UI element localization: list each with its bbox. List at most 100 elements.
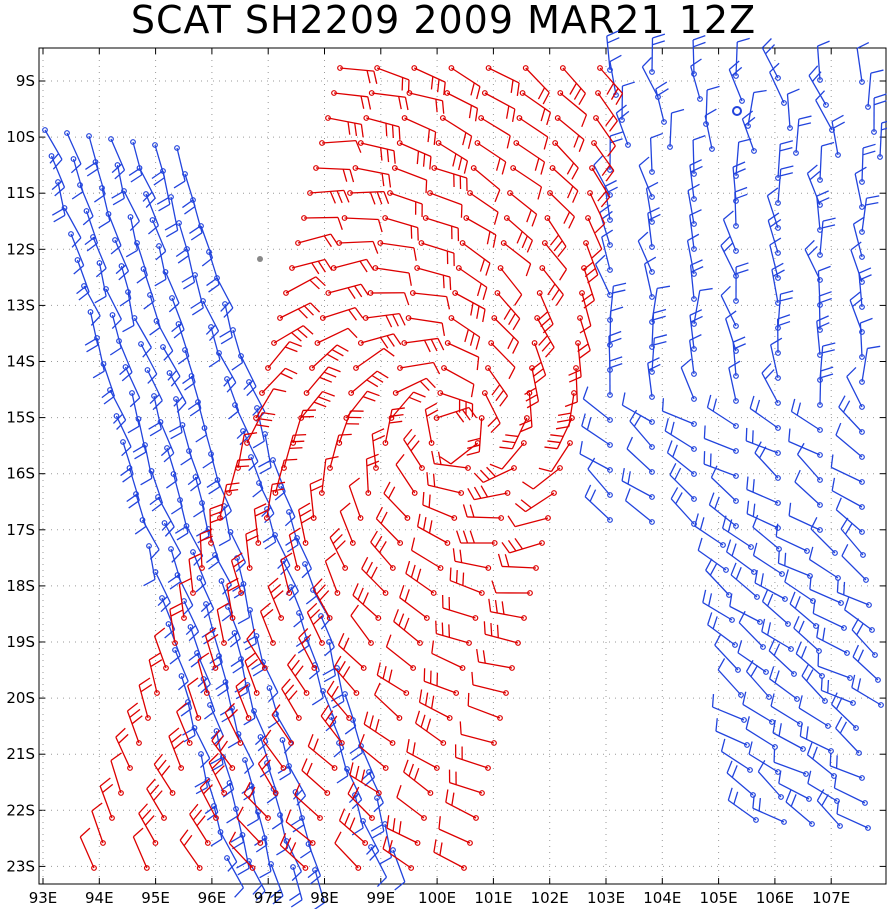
wind-barb [715,718,750,748]
wind-barb [497,553,539,571]
wind-barb [138,677,153,721]
wind-barb [263,481,286,521]
wind-barb [704,108,717,152]
wind-barb [619,81,636,123]
wind-barb [414,265,452,290]
wind-barb [481,90,516,123]
wind-barb [773,749,809,777]
wind-barb [519,390,533,433]
wind-barb [281,433,307,471]
wind-barb [325,283,369,299]
wind-barb [423,668,460,696]
wind-barb [439,440,481,465]
wind-barb [406,739,440,771]
wind-barb [667,108,685,150]
wind-barb [661,398,697,427]
wind-barb [403,428,425,471]
lon-label: 101E [474,889,512,907]
wind-barb [720,285,739,329]
wind-barb [710,465,739,504]
wind-barb [169,602,183,646]
wind-barb [836,579,872,608]
wind-barb [745,427,781,456]
wind-barb [138,803,159,846]
wind-barb [179,829,203,871]
wind-barb [798,695,831,729]
wind-barb [280,552,293,596]
wind-barb [597,65,624,106]
wind-barb [386,815,421,846]
wind-barb [244,652,260,696]
wind-barb [456,530,498,546]
wind-barb [859,195,880,235]
wind-barb [455,265,488,301]
wind-barb [507,190,538,227]
wind-barb [775,314,791,356]
wind-barb [361,556,389,596]
wind-barb [162,269,180,313]
wind-barb [204,627,219,671]
wind-barb [749,395,781,431]
wind-barb [544,415,575,450]
wind-barb [283,276,326,296]
wind-barb [301,758,331,796]
wind-barb [816,624,850,656]
wind-barb [161,520,182,563]
wind-barb [253,503,268,546]
wind-barb [232,402,250,446]
wind-barb [831,114,845,158]
wind-barb [727,787,759,823]
wind-barb [325,115,364,138]
wind-barb [431,450,471,471]
wind-barb [235,731,255,775]
wind-barb [474,140,507,175]
wind-barb [169,295,185,339]
wind-barb [741,110,757,154]
wind-barb [714,633,741,673]
wind-barb [243,781,271,821]
wind-barb [544,215,567,258]
wind-barb [397,361,441,375]
wind-barb [858,267,872,310]
wind-barb [437,390,474,417]
wind-barb [403,759,434,796]
wind-barb [267,577,285,621]
wind-barb [452,290,486,323]
wind-barb [139,517,160,560]
wind-barb [444,340,480,371]
wind-barb [809,576,844,606]
wind-barb [422,491,458,521]
wind-barb [454,744,491,771]
wind-barb [557,90,588,128]
wind-barb [448,65,481,100]
wind-barb [197,652,210,696]
wind-barb [368,90,409,111]
wind-barb [582,386,613,423]
lon-label: 98E [310,889,339,907]
wind-barb [303,366,341,396]
wind-barb [494,290,521,331]
wind-barb [363,711,396,746]
wind-barb [769,62,787,106]
wind-barb [865,69,884,110]
wind-barb [246,628,268,671]
wind-barb [606,30,620,73]
wind-barb [416,513,451,546]
wind-barb [68,231,85,275]
wind-barb [422,215,460,242]
wind-barb [746,500,781,531]
wind-barb [318,613,335,657]
wind-barb [294,783,323,821]
wind-barb [143,191,160,235]
wind-barb [401,337,445,353]
lon-label: 97E [254,889,283,907]
wind-barb [348,477,364,521]
wind-barb [539,265,564,306]
wind-barb [689,259,704,302]
wind-barb [463,215,497,248]
wind-barb [103,286,122,330]
wind-barb [669,463,697,502]
wind-barb [794,469,823,508]
wind-barb [339,502,356,546]
wind-barb [761,38,781,81]
